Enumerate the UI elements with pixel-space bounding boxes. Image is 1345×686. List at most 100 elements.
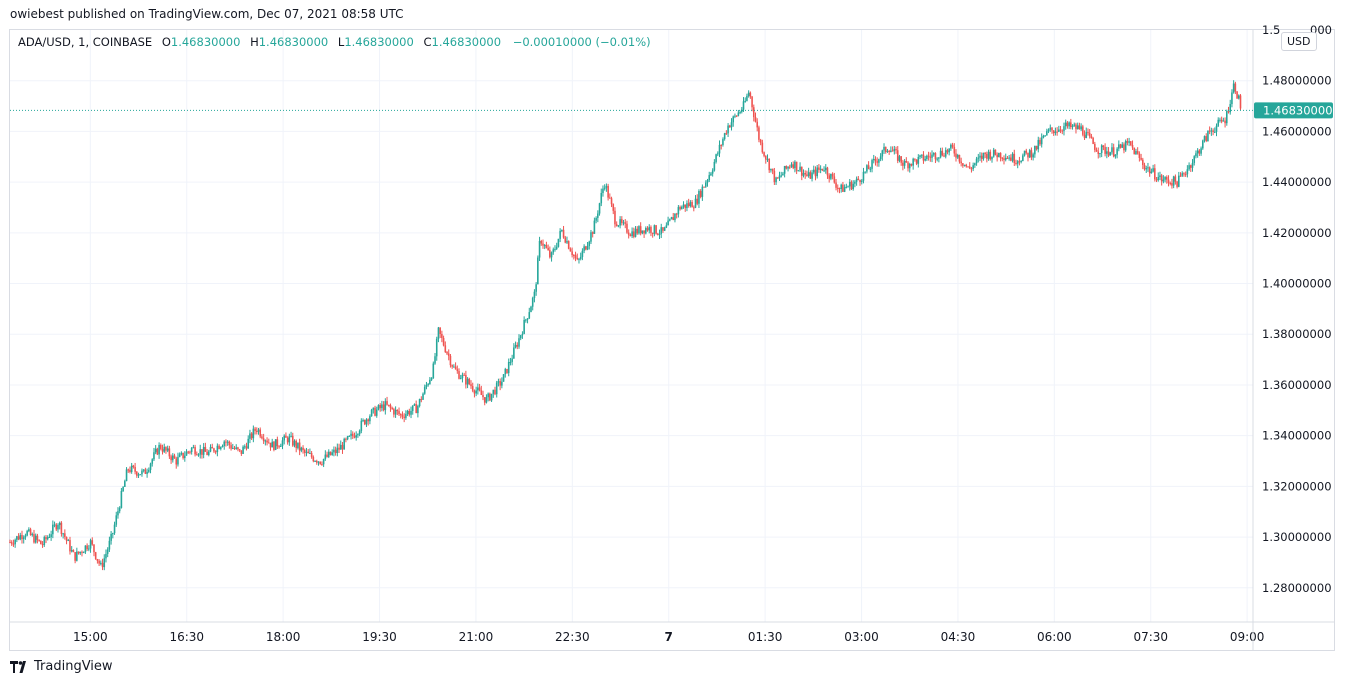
candle-body xyxy=(228,441,231,446)
candle-body xyxy=(514,344,517,348)
candle-body xyxy=(1016,161,1019,164)
candle-body xyxy=(434,356,436,364)
candle-body xyxy=(573,255,575,257)
candle-body xyxy=(291,435,294,446)
candle-body xyxy=(62,533,64,535)
currency-badge[interactable]: USD xyxy=(1281,32,1317,51)
candle-body xyxy=(747,92,750,96)
candle-body xyxy=(269,442,272,448)
candle-body xyxy=(907,162,909,169)
candle-body xyxy=(226,441,229,443)
candle-body xyxy=(494,389,496,395)
candle-body xyxy=(830,173,832,179)
candle-body xyxy=(165,446,167,451)
candle-body xyxy=(1112,147,1115,157)
candle-body xyxy=(286,437,289,443)
tradingview-brand[interactable]: TradingView xyxy=(10,659,113,674)
candle-body xyxy=(1140,157,1142,160)
candle-body xyxy=(703,186,705,188)
candle-body xyxy=(89,540,92,549)
candle-body xyxy=(890,150,892,152)
candle-body xyxy=(540,240,543,244)
last-price-label: 1.46830000 xyxy=(1263,103,1333,117)
candle-body xyxy=(955,153,957,158)
candle-body xyxy=(1035,145,1038,150)
candle-body xyxy=(285,435,287,438)
candle-body xyxy=(982,152,985,159)
candle-body xyxy=(653,225,656,234)
candle-body xyxy=(105,553,107,559)
candle-body xyxy=(231,447,234,449)
candle-body xyxy=(118,507,121,512)
candle-body xyxy=(375,409,378,416)
candle-body xyxy=(826,167,829,176)
candle-body xyxy=(914,158,916,160)
candle-body xyxy=(1044,135,1046,137)
x-tick-label: 22:30 xyxy=(555,630,590,644)
candle-body xyxy=(108,540,111,550)
candle-body xyxy=(1049,127,1052,130)
candle-body xyxy=(134,467,136,472)
candle-body xyxy=(290,435,292,437)
candle-body xyxy=(836,187,839,189)
candle-body xyxy=(166,448,169,451)
candle-body xyxy=(300,447,303,451)
candle-body xyxy=(65,536,68,541)
candle-body xyxy=(178,454,181,457)
publisher-line: owiebest published on TradingView.com, D… xyxy=(10,7,404,21)
candle-body xyxy=(658,233,661,235)
candle-body xyxy=(785,166,788,169)
candle-body xyxy=(626,223,628,233)
candle-body xyxy=(278,446,280,448)
candle-body xyxy=(441,333,443,338)
candle-body xyxy=(559,230,561,239)
x-tick-label: 21:00 xyxy=(459,630,494,644)
candle-body xyxy=(98,560,100,564)
y-tick-label: 1.40000000 xyxy=(1262,277,1332,291)
candle-body xyxy=(734,115,736,117)
candle-body xyxy=(677,207,680,215)
candle-body xyxy=(932,153,935,155)
candle-body xyxy=(903,160,906,166)
candle-body xyxy=(698,191,700,204)
candle-body xyxy=(740,109,743,112)
candle-body xyxy=(297,442,299,449)
candle-body xyxy=(487,393,489,398)
candle-body xyxy=(972,165,974,169)
candle-body xyxy=(79,551,82,554)
candle-body xyxy=(50,534,52,537)
candle-body xyxy=(495,382,498,395)
candle-body xyxy=(891,150,894,152)
candle-body xyxy=(453,366,455,368)
candle-body xyxy=(144,469,147,474)
candle-body xyxy=(363,419,366,425)
y-tick-label: 1.30000000 xyxy=(1262,530,1332,544)
candle-body xyxy=(752,107,755,118)
candle-body xyxy=(862,171,865,181)
candle-body xyxy=(963,164,966,166)
candle-body xyxy=(497,381,500,383)
x-tick-label: 06:00 xyxy=(1037,630,1072,644)
candle-body xyxy=(55,524,58,530)
candle-body xyxy=(605,185,608,188)
x-tick-label: 16:30 xyxy=(169,630,204,644)
y-tick-label: 1.34000000 xyxy=(1262,429,1332,443)
candle-body xyxy=(809,172,812,179)
candle-body xyxy=(998,152,1000,158)
candle-body xyxy=(219,447,222,449)
candle-body xyxy=(895,148,897,151)
candle-body xyxy=(317,461,320,463)
y-tick-label: 1.42000000 xyxy=(1262,226,1332,240)
y-tick-label: 1.36000000 xyxy=(1262,378,1332,392)
candle-body xyxy=(267,442,270,444)
candle-body xyxy=(154,448,157,453)
candle-body xyxy=(999,152,1002,158)
candle-body xyxy=(312,457,315,462)
candle-body xyxy=(864,171,866,173)
candle-body xyxy=(561,229,563,231)
candle-body xyxy=(499,381,501,386)
candle-body xyxy=(749,92,752,97)
candle-body xyxy=(824,167,827,171)
candle-body xyxy=(43,537,46,545)
